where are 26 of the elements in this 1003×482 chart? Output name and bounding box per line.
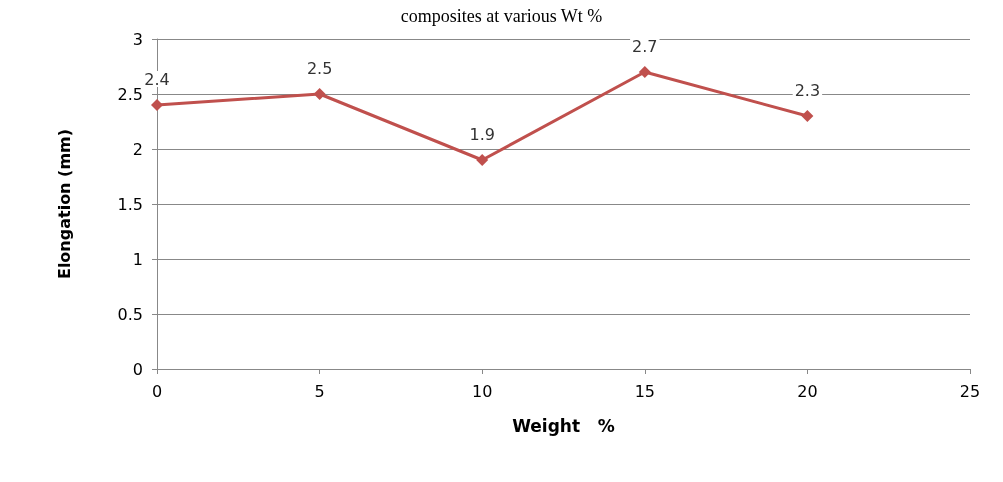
point — [801, 110, 814, 122]
x-tick-label: 20 — [797, 381, 818, 401]
x-tick-label: 25 — [959, 381, 981, 401]
x-tick-label: 15 — [634, 381, 655, 401]
y-axis-title: Elongation (mm) — [54, 128, 74, 280]
data-label: 1.9 — [469, 124, 495, 144]
y-tick-label: 3 — [132, 29, 143, 49]
y-tick-label: 2.5 — [117, 84, 143, 104]
x-tick-label: 0 — [151, 381, 163, 401]
point — [476, 154, 489, 166]
point — [638, 66, 651, 78]
y-tick-label: 1.5 — [117, 194, 143, 214]
data-label: 2.5 — [306, 58, 333, 78]
data-label: 2.4 — [144, 69, 170, 89]
chart-title: composites at various Wt % — [400, 6, 603, 26]
point — [313, 88, 326, 100]
data-label: 2.7 — [632, 36, 658, 56]
y-tick-label: 0 — [132, 359, 143, 379]
y-tick-label: 1 — [132, 249, 143, 269]
x-axis-title: Weight % — [512, 415, 615, 436]
y-tick-label: 0.5 — [117, 304, 143, 324]
x-tick-label: 10 — [472, 381, 493, 401]
data-label: 2.3 — [794, 80, 821, 100]
point — [151, 99, 163, 111]
y-tick-label: 2 — [132, 139, 143, 159]
x-tick-label: 5 — [314, 381, 325, 401]
